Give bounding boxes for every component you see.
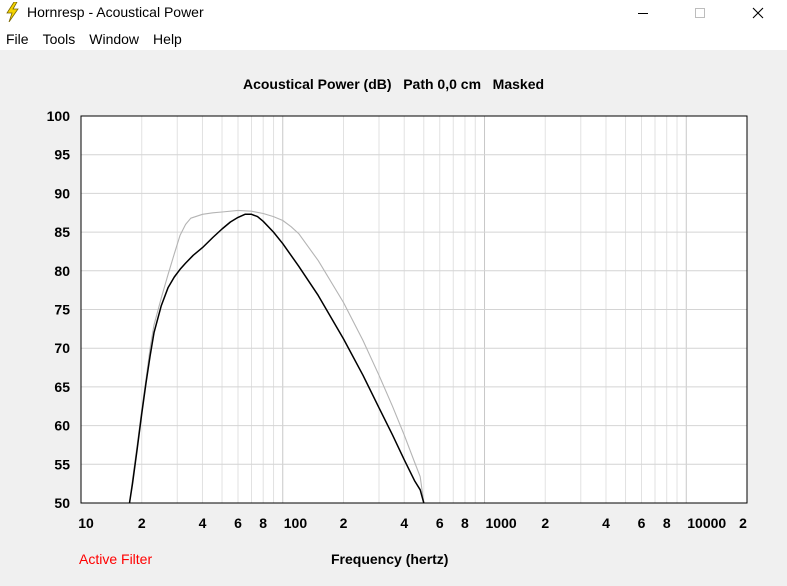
maximize-icon — [694, 7, 706, 19]
x-tick-label: 10 — [78, 515, 94, 531]
x-tick-label: 6 — [436, 515, 444, 531]
maximize-button[interactable] — [677, 0, 723, 26]
x-tick-label: 2 — [739, 515, 747, 531]
menu-window[interactable]: Window — [89, 31, 140, 47]
minimize-button[interactable] — [620, 0, 666, 26]
chart-grid — [81, 116, 748, 503]
series-line-primary — [128, 213, 425, 504]
x-tick-label: 4 — [602, 515, 610, 531]
x-axis-label: Frequency (hertz) — [331, 551, 449, 567]
menu-file[interactable]: File — [6, 31, 29, 47]
x-tick-label: 8 — [663, 515, 671, 531]
y-tick-label: 85 — [54, 224, 70, 240]
menu-bar: File Tools Window Help — [0, 26, 787, 50]
y-tick-label: 90 — [54, 185, 70, 201]
x-tick-label: 8 — [461, 515, 469, 531]
x-tick-label: 1000 — [486, 515, 517, 531]
active-filter-label[interactable]: Active Filter — [79, 551, 153, 567]
x-axis-ticks: 10 2 4 6 8 100 2 4 6 8 1000 2 4 6 8 10000 2 — [78, 515, 747, 531]
minimize-icon — [637, 7, 649, 19]
x-tick-label: 6 — [234, 515, 242, 531]
x-tick-label: 8 — [259, 515, 267, 531]
y-tick-label: 80 — [54, 263, 70, 279]
y-axis-ticks: 100 95 90 85 80 75 70 65 60 55 50 — [47, 108, 71, 511]
lightning-bolt-icon — [4, 1, 20, 23]
menu-tools[interactable]: Tools — [42, 31, 76, 47]
plot-frame — [80, 115, 748, 504]
x-tick-label: 6 — [638, 515, 646, 531]
y-tick-label: 55 — [54, 456, 70, 472]
y-tick-label: 65 — [54, 379, 70, 395]
series-line-secondary — [128, 209, 425, 504]
y-tick-label: 50 — [54, 495, 70, 511]
x-tick-label: 2 — [340, 515, 348, 531]
close-icon — [752, 7, 764, 19]
x-tick-label: 4 — [199, 515, 207, 531]
window-title: Hornresp - Acoustical Power — [27, 4, 204, 20]
title-bar: Hornresp - Acoustical Power — [0, 0, 787, 26]
chart-series — [128, 209, 425, 504]
y-tick-label: 75 — [54, 302, 70, 318]
x-tick-label: 4 — [400, 515, 408, 531]
chart-title: Acoustical Power (dB) Path 0,0 cm Masked — [242, 76, 545, 92]
x-tick-label: 100 — [284, 515, 308, 531]
x-tick-label: 2 — [541, 515, 549, 531]
y-tick-label: 95 — [54, 147, 70, 163]
y-tick-label: 70 — [54, 340, 70, 356]
y-tick-label: 100 — [47, 108, 71, 124]
y-tick-label: 60 — [54, 418, 70, 434]
x-tick-label: 10000 — [687, 515, 726, 531]
menu-help[interactable]: Help — [153, 31, 182, 47]
close-button[interactable] — [735, 0, 781, 26]
x-tick-label: 2 — [138, 515, 146, 531]
